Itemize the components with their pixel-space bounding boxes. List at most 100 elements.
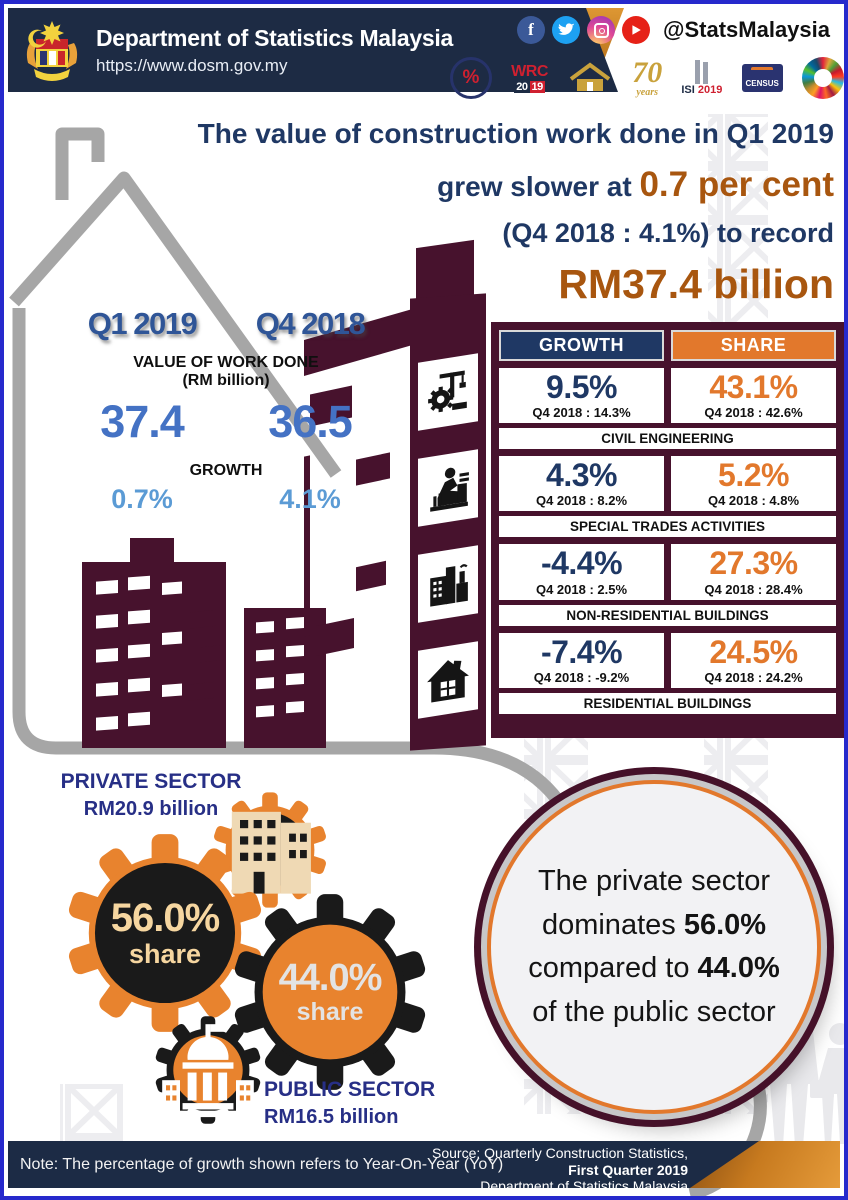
- growth-heading: GROWTH: [189, 462, 263, 479]
- public-building-gear: [152, 1014, 264, 1126]
- growth-column-header: GROWTH: [499, 330, 664, 361]
- growth-value: -7.4%: [540, 633, 623, 670]
- header-bar: Department of Statistics Malaysia https:…: [8, 8, 618, 92]
- hari-statistik-logo: %: [450, 57, 492, 99]
- growth-cell: -7.4% Q4 2018 : -9.2%: [499, 632, 664, 688]
- growth-cell: 9.5% Q4 2018 : 14.3%: [499, 368, 664, 424]
- callout-circle: The private sector dominates 56.0% compa…: [487, 780, 821, 1114]
- share-value: 24.5%: [709, 633, 798, 670]
- callout-private-percent: 56.0%: [683, 908, 767, 941]
- event-logos-row: % WRC 20 19 70 years ISI 2019 CENSUS: [450, 50, 844, 106]
- agency-name: Department of Statistics Malaysia: [96, 24, 453, 51]
- growth-prev: Q4 2018 : 8.2%: [535, 493, 628, 509]
- share-cell: 24.5% Q4 2018 : 24.2%: [671, 632, 836, 688]
- social-handle: @StatsMalaysia: [663, 17, 830, 42]
- rm-billion-unit: (RM billion): [182, 372, 270, 389]
- footer-source: Source: Quarterly Construction Statistic…: [432, 1145, 688, 1188]
- q1-2019-label: Q1 2019: [87, 306, 198, 341]
- private-sector-title: PRIVATE SECTOR: [60, 770, 242, 793]
- growth-cell: 4.3% Q4 2018 : 8.2%: [499, 456, 664, 512]
- share-column-header: SHARE: [671, 330, 836, 361]
- office-building-icon: [231, 811, 311, 894]
- agency-url: https://www.dosm.gov.my: [96, 55, 288, 75]
- public-sector-value: RM16.5 billion: [264, 1106, 399, 1128]
- growth-prev: Q4 2018 : 14.3%: [532, 405, 631, 421]
- headline-line3: (Q4 2018 : 4.1%) to record: [502, 218, 834, 248]
- category-label: CIVIL ENGINEERING: [499, 428, 836, 450]
- footer-orange-wedge: [690, 1141, 840, 1188]
- buildings-icon: [430, 564, 468, 607]
- headline-total-value: RM37.4 billion: [558, 261, 834, 307]
- seventy-years-logo: 70 years: [632, 56, 663, 98]
- share-value: 5.2%: [718, 457, 789, 494]
- city-skyline: [82, 538, 326, 748]
- instagram-icon[interactable]: [587, 16, 616, 44]
- public-share-word: share: [296, 998, 364, 1026]
- table-row-civil-engineering: 9.5% Q4 2018 : 14.3% 43.1% Q4 2018 : 42.…: [499, 368, 836, 450]
- category-label: SPECIAL TRADES ACTIVITIES: [499, 516, 836, 538]
- headline-line1: The value of construction work done in Q…: [197, 118, 834, 149]
- category-icon-strip: [410, 293, 486, 751]
- value-q4: 36.5: [268, 396, 353, 447]
- tower-window: [316, 617, 354, 657]
- growth-prev: Q4 2018 : 2.5%: [535, 581, 628, 597]
- category-label: RESIDENTIAL BUILDINGS: [499, 692, 836, 714]
- table-row-non-residential: -4.4% Q4 2018 : 2.5% 27.3% Q4 2018 : 28.…: [499, 544, 836, 626]
- mycensus-house-logo: [567, 61, 613, 95]
- census-malaysia-logo: CENSUS: [741, 64, 783, 92]
- youtube-icon[interactable]: [622, 16, 651, 44]
- tower-window: [356, 560, 386, 592]
- public-share-percent: 44.0%: [278, 957, 383, 999]
- callout-public-percent: 44.0%: [697, 952, 780, 984]
- house-icon: [427, 660, 469, 703]
- share-value: 43.1%: [709, 369, 798, 405]
- growth-rate-accent: 0.7 per cent: [639, 165, 834, 204]
- public-share-gear: 44.0% share: [228, 890, 432, 1094]
- source-line3: Department of Statistics Malaysia: [480, 1178, 688, 1188]
- share-prev: Q4 2018 : 28.4%: [704, 581, 803, 597]
- growth-prev: Q4 2018 : -9.2%: [533, 669, 630, 685]
- footer-note: Note: The percentage of growth shown ref…: [20, 1156, 504, 1173]
- callout-text: The private sector dominates 56.0% compa…: [528, 865, 780, 1028]
- non-residential-cell: [418, 545, 478, 623]
- value-q1: 37.4: [100, 396, 185, 447]
- isi-2019-logo: ISI 2019: [681, 60, 722, 96]
- source-line1: Source: Quarterly Construction Statistic…: [432, 1145, 688, 1161]
- residential-cell: [418, 641, 478, 719]
- gear-crane-icon: [428, 370, 467, 413]
- sdg-wheel-logo: [802, 57, 844, 99]
- summary-panel: Q1 2019 Q4 2018 VALUE OF WORK DONE (RM b…: [58, 306, 394, 515]
- sector-table: GROWTH SHARE 9.5% Q4 2018 : 14.3% 43.1% …: [491, 322, 844, 738]
- headline-line2: grew slower at 0.7 per cent: [437, 165, 834, 204]
- facebook-icon[interactable]: f: [517, 16, 546, 44]
- private-sector-value: RM20.9 billion: [83, 798, 219, 820]
- public-sector-label: PUBLIC SECTOR RM16.5 billion: [264, 1078, 464, 1129]
- growth-value: -4.4%: [540, 545, 623, 582]
- growth-q1: 0.7%: [111, 484, 173, 514]
- category-label: NON-RESIDENTIAL BUILDINGS: [499, 604, 836, 626]
- value-of-work-done-heading: VALUE OF WORK DONE: [133, 354, 319, 371]
- share-prev: Q4 2018 : 42.6%: [704, 405, 803, 421]
- worker-icon: [430, 467, 469, 512]
- private-share-gear: 56.0% share: [62, 830, 268, 1036]
- q4-2018-label: Q4 2018: [255, 306, 366, 341]
- source-line2: First Quarter 2019: [568, 1161, 688, 1178]
- government-building-icon: [162, 1024, 254, 1118]
- share-prev: Q4 2018 : 24.2%: [704, 669, 803, 685]
- wrc-2019-logo: WRC 20 19: [511, 63, 548, 93]
- table-row-special-trades: 4.3% Q4 2018 : 8.2% 5.2% Q4 2018 : 4.8% …: [499, 456, 836, 538]
- share-value: 27.3%: [709, 545, 798, 582]
- public-sector-title: PUBLIC SECTOR: [264, 1078, 436, 1101]
- growth-value: 4.3%: [546, 457, 617, 494]
- social-row: f @StatsMalaysia: [517, 16, 830, 44]
- headline: The value of construction work done in Q…: [94, 118, 834, 308]
- twitter-icon[interactable]: [552, 16, 581, 44]
- civil-engineering-cell: [418, 353, 478, 431]
- special-trades-cell: [418, 449, 478, 527]
- growth-value: 9.5%: [546, 369, 617, 405]
- share-cell: 5.2% Q4 2018 : 4.8%: [671, 456, 836, 512]
- growth-q4: 4.1%: [279, 484, 341, 514]
- footer-bar: Note: The percentage of growth shown ref…: [8, 1141, 840, 1188]
- share-prev: Q4 2018 : 4.8%: [707, 493, 800, 509]
